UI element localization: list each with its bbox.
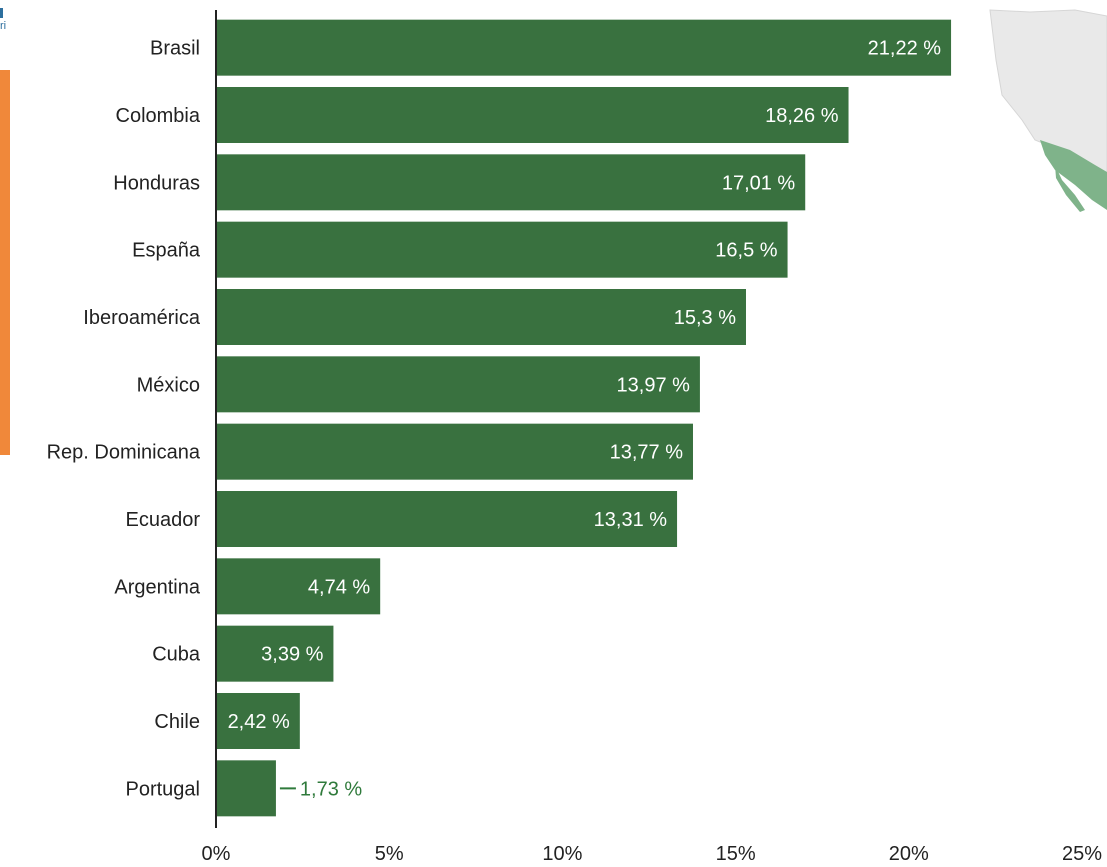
value-label: 17,01 % bbox=[722, 172, 796, 194]
bar-colombia bbox=[216, 87, 849, 143]
category-labels: Brasil Colombia Honduras España Iberoamérica… bbox=[47, 38, 201, 801]
category-label: Honduras bbox=[113, 172, 200, 194]
value-label: 13,31 % bbox=[594, 509, 668, 531]
category-label: Ecuador bbox=[126, 509, 201, 531]
x-tick-label: 0% bbox=[202, 843, 231, 865]
category-label: México bbox=[137, 374, 200, 396]
category-label: Colombia bbox=[116, 105, 201, 127]
bar-portugal bbox=[216, 760, 276, 817]
x-tick-label: 10% bbox=[542, 843, 582, 865]
background-map bbox=[989, 9, 1107, 212]
bar-cuba bbox=[216, 625, 334, 682]
x-tick-label: 20% bbox=[889, 843, 929, 865]
x-tick-label: 5% bbox=[375, 843, 404, 865]
category-label: Rep. Dominicana bbox=[47, 442, 201, 464]
category-label: España bbox=[132, 240, 201, 262]
value-label: 16,5 % bbox=[715, 240, 777, 262]
category-label: Cuba bbox=[152, 644, 201, 666]
value-label: 4,74 % bbox=[308, 576, 370, 598]
category-label: Chile bbox=[154, 711, 200, 733]
bar-ecuador bbox=[216, 491, 678, 547]
value-label: 18,26 % bbox=[765, 105, 839, 127]
corner-text: ri bbox=[0, 20, 7, 32]
value-label: 15,3 % bbox=[674, 307, 736, 329]
value-label: 13,97 % bbox=[617, 374, 691, 396]
x-tick-label: 25% bbox=[1062, 843, 1102, 865]
value-label: 3,39 % bbox=[261, 644, 323, 666]
value-label: 13,77 % bbox=[610, 442, 684, 464]
value-label: 21,22 % bbox=[868, 38, 942, 60]
bar-m-xico bbox=[216, 356, 700, 413]
value-label: 1,73 % bbox=[300, 778, 362, 800]
left-accent-strip bbox=[0, 70, 10, 455]
category-label: Portugal bbox=[126, 778, 201, 800]
bar-chile bbox=[216, 693, 300, 749]
bar-iberoam-rica bbox=[216, 289, 746, 345]
bar-argentina bbox=[216, 558, 381, 615]
category-label: Argentina bbox=[114, 576, 200, 598]
value-labels: 21,22 % 18,26 % 17,01 % 16,5 % 15,3 % 13,97 %… bbox=[228, 38, 942, 801]
bar-honduras bbox=[216, 154, 806, 211]
category-label: Brasil bbox=[150, 38, 200, 60]
bar-espa-a bbox=[216, 221, 788, 278]
bar-rep-dominicana bbox=[216, 423, 693, 480]
bars-group bbox=[216, 19, 952, 817]
value-label: 2,42 % bbox=[228, 711, 290, 733]
x-tick-label: 15% bbox=[716, 843, 756, 865]
corner-decoration bbox=[0, 8, 3, 18]
x-axis-ticks: 0% 5% 10% 15% 20% 25% bbox=[202, 843, 1103, 865]
bar-brasil bbox=[216, 19, 952, 76]
category-label: Iberoamérica bbox=[83, 307, 201, 329]
